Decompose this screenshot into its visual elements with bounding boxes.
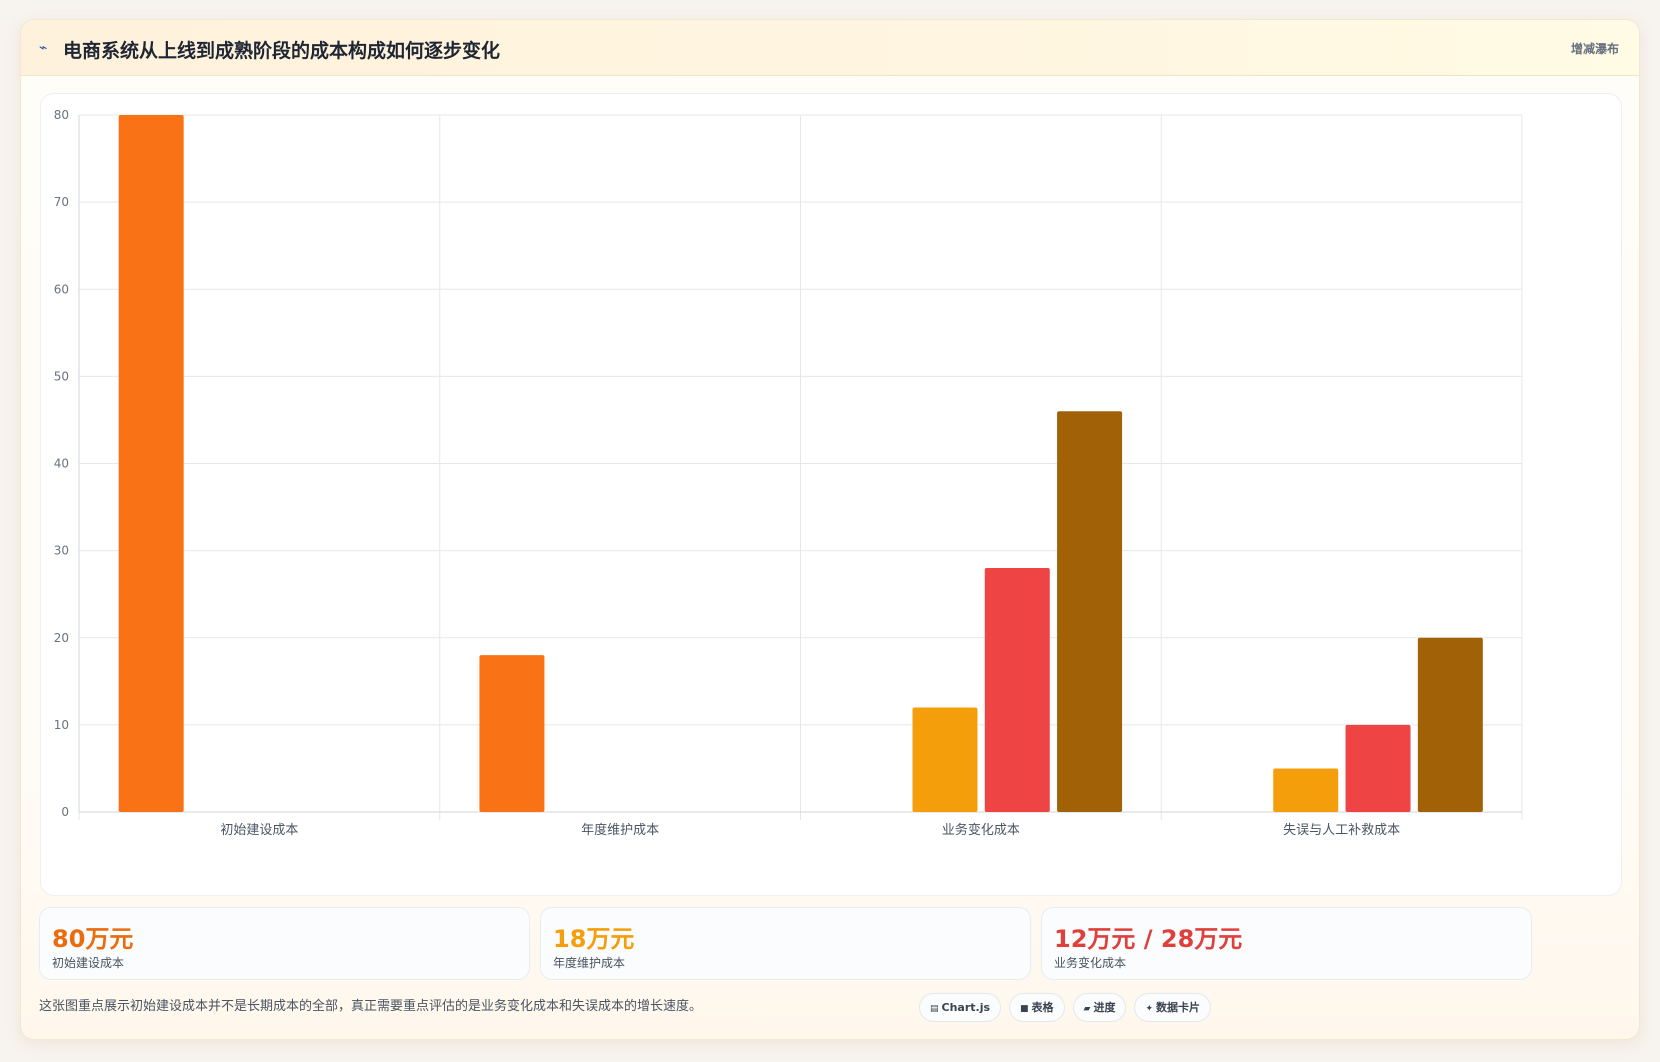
stat-card-business-change: 12万元 / 28万元 业务变化成本 bbox=[1041, 907, 1532, 980]
chart-card: ⌁ 电商系统从上线到成熟阶段的成本构成如何逐步变化 增减瀑布 0 10 20 30 40… bbox=[20, 19, 1640, 1040]
bar-chart: 0 10 20 30 40 50 60 70 80 初始建设成本 年度维护成本 业务变化成本 失误与人工… bbox=[54, 108, 1523, 838]
card-header: ⌁ 电商系统从上线到成熟阶段的成本构成如何逐步变化 增减瀑布 bbox=[21, 20, 1639, 76]
bar bbox=[912, 707, 978, 812]
stat-value: 18万元 bbox=[553, 925, 635, 953]
stat-label: 初始建设成本 bbox=[52, 956, 125, 970]
y-tick-label: 60 bbox=[54, 282, 69, 296]
stat-card-initial: 80万元 初始建设成本 bbox=[39, 907, 530, 980]
table-icon: ■ bbox=[1020, 1004, 1029, 1014]
bar bbox=[1273, 768, 1339, 812]
x-tick-label: 业务变化成本 bbox=[942, 822, 1020, 838]
chart-icon: ⌁ bbox=[39, 40, 48, 56]
chip-label: 数据卡片 bbox=[1156, 1001, 1201, 1014]
y-tick-label: 20 bbox=[54, 631, 69, 645]
stat-label: 年度维护成本 bbox=[553, 956, 626, 970]
chip-label: Chart.js bbox=[941, 1001, 991, 1014]
x-tick-label: 失误与人工补救成本 bbox=[1283, 822, 1400, 838]
y-tick-label: 30 bbox=[54, 544, 69, 558]
stat-value: 80万元 bbox=[52, 925, 134, 953]
y-tick-label: 0 bbox=[61, 805, 69, 819]
bar bbox=[984, 568, 1050, 812]
x-tick-label: 年度维护成本 bbox=[581, 822, 659, 838]
chip-table[interactable]: ■ 表格 bbox=[1009, 993, 1065, 1022]
chart-area: 0 10 20 30 40 50 60 70 80 初始建设成本 年度维护成本 业务变化成本 失误与人工… bbox=[40, 93, 1622, 896]
chip-chartjs[interactable]: ▤ Chart.js bbox=[919, 993, 1002, 1022]
x-tick-label: 初始建设成本 bbox=[220, 823, 298, 838]
chip-progress[interactable]: ▰ 进度 bbox=[1072, 993, 1127, 1022]
chip-label: 进度 bbox=[1093, 1001, 1116, 1014]
chart-title: 电商系统从上线到成熟阶段的成本构成如何逐步变化 bbox=[63, 40, 501, 62]
progress-icon: ▰ bbox=[1083, 1004, 1091, 1014]
bar bbox=[479, 655, 545, 812]
y-tick-label: 10 bbox=[54, 718, 69, 732]
y-tick-label: 50 bbox=[54, 369, 69, 383]
stat-value: 12万元 / 28万元 bbox=[1054, 925, 1243, 953]
y-tick-label: 80 bbox=[54, 108, 69, 122]
chip-label: 表格 bbox=[1031, 1001, 1054, 1014]
stat-card-maintenance: 18万元 年度维护成本 bbox=[540, 907, 1031, 980]
y-tick-label: 40 bbox=[54, 457, 69, 471]
bar bbox=[118, 115, 184, 812]
chip-data-card[interactable]: ✦ 数据卡片 bbox=[1134, 993, 1212, 1022]
chart-footnote: 这张图重点展示初始建设成本并不是长期成本的全部，真正需要重点评估的是业务变化成本… bbox=[39, 999, 703, 1014]
bar bbox=[1417, 637, 1483, 812]
bar bbox=[1345, 724, 1411, 812]
y-tick-label: 70 bbox=[54, 195, 69, 209]
stat-label: 业务变化成本 bbox=[1054, 956, 1127, 970]
chart-type-tag: 增减瀑布 bbox=[1570, 42, 1619, 56]
bar bbox=[1057, 411, 1123, 812]
sparkle-icon: ✦ bbox=[1145, 1004, 1154, 1014]
chip-row: ▤ Chart.js ■ 表格 ▰ 进度 ✦ 数据卡片 bbox=[919, 993, 1212, 1023]
chart-icon: ▤ bbox=[930, 1004, 939, 1014]
